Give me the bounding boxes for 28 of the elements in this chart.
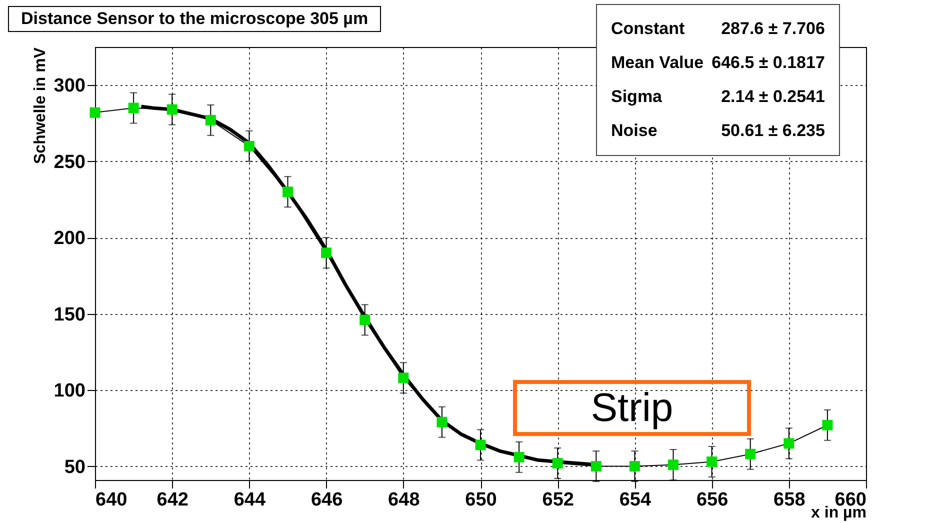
x-tick-label: 656 [696,490,728,510]
y-tick-label: 250 [54,152,86,173]
x-tick-label: 650 [465,490,497,510]
x-tick-label: 654 [619,490,652,510]
x-tick-label: 652 [542,490,574,510]
chart-title: Distance Sensor to the microscope 305 µm [8,6,382,32]
annotation: Noise [611,120,658,142]
x-axis-title: x in µm [811,504,866,522]
y-tick-label: 100 [54,380,86,402]
y-tick-label: 300 [54,76,86,97]
annotation: 2.14 ± 0.2541 [720,86,825,108]
annotation: 50.61 ± 6.235 [720,120,825,142]
x-tick-label: 644 [234,490,266,510]
y-tick-label: 200 [54,228,86,250]
x-tick-label: 642 [156,490,188,510]
annotation: 646.5 ± 0.1817 [710,52,825,74]
x-tick-label: 646 [310,490,343,510]
x-tick-label: 648 [388,490,420,510]
x-tick-label: 658 [774,490,806,510]
text: Constant [611,19,685,38]
annotation: Strip [513,380,751,436]
y-axis-title: Schwelle in mV [32,47,49,164]
x-tick-label: 640 [96,490,128,510]
y-tick-label: 50 [64,456,86,478]
annotation: Sigma [611,86,664,108]
text: 287.6 ± 7.706 [721,19,825,38]
y-tick-label: 150 [54,304,86,326]
annotation: Mean Value [611,52,704,74]
